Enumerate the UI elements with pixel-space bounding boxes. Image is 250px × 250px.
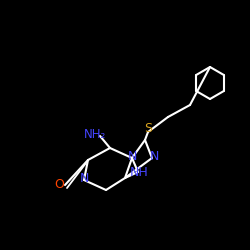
Text: N: N bbox=[149, 150, 159, 162]
Text: NH₂: NH₂ bbox=[84, 128, 106, 141]
Text: O: O bbox=[54, 178, 64, 192]
Text: S: S bbox=[144, 122, 152, 134]
Text: NH: NH bbox=[130, 166, 148, 178]
Text: N: N bbox=[127, 150, 137, 162]
Text: N: N bbox=[79, 172, 89, 184]
